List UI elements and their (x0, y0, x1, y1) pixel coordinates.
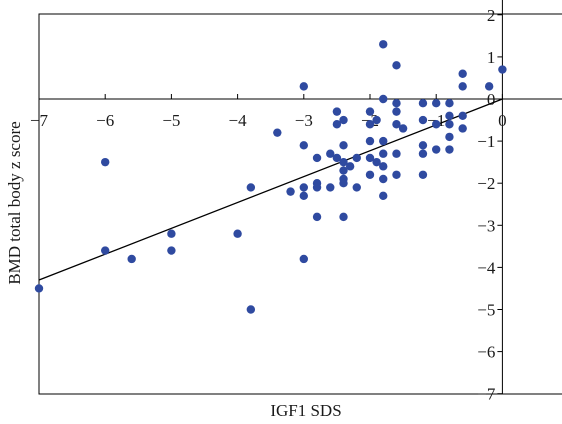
y-tick-label: −7 (477, 385, 496, 404)
data-point (392, 149, 401, 158)
x-axis-title: IGF1 SDS (270, 401, 341, 420)
y-tick-label: −1 (477, 132, 495, 151)
data-point (445, 145, 454, 154)
data-point (339, 141, 348, 150)
data-point (326, 149, 335, 158)
data-point (379, 149, 388, 158)
regression-line (38, 98, 503, 281)
data-point (432, 120, 441, 129)
data-point (127, 254, 136, 264)
data-point (432, 99, 441, 108)
x-tick-label: −7 (30, 111, 49, 130)
data-point (332, 120, 342, 129)
data-point (445, 99, 454, 108)
data-point (167, 229, 176, 238)
data-point (445, 111, 454, 121)
data-point (392, 170, 401, 179)
data-point (445, 132, 454, 142)
data-point (418, 141, 428, 150)
data-point (246, 305, 256, 314)
data-point (299, 254, 308, 264)
x-tick-label: −6 (96, 111, 114, 130)
y-tick-label: 2 (487, 6, 496, 25)
data-point (326, 183, 335, 192)
data-point (246, 183, 256, 192)
x-tick-label: −4 (229, 111, 248, 130)
data-point (458, 69, 467, 78)
data-point (332, 153, 342, 163)
data-point (345, 162, 355, 171)
data-point (339, 115, 348, 125)
data-point (286, 187, 295, 196)
data-point (365, 136, 375, 146)
data-point (312, 153, 322, 163)
data-point (458, 82, 467, 91)
data-point (498, 65, 507, 74)
data-point (332, 107, 342, 116)
y-axis-title: BMD total body z score (5, 121, 24, 284)
data-point (379, 191, 388, 201)
data-point (167, 246, 176, 255)
data-point (299, 183, 308, 192)
y-tick-label: −5 (477, 301, 495, 320)
y-tick-label: 1 (487, 48, 496, 67)
data-point (339, 179, 348, 188)
data-point (379, 162, 388, 171)
data-point (299, 141, 308, 150)
data-point (392, 107, 401, 116)
data-point (365, 153, 375, 163)
data-point (299, 82, 308, 91)
data-point (418, 99, 428, 108)
data-point (312, 183, 322, 192)
x-tick-label: 0 (498, 111, 507, 130)
data-point (458, 111, 467, 121)
data-point (101, 157, 110, 167)
y-tick-group: 2 1 0 −1 −2 −3 −4 −5 −6 −7 (477, 6, 503, 404)
data-points (34, 40, 507, 314)
data-point (233, 229, 242, 238)
y-tick-label: −6 (477, 343, 495, 362)
data-point (379, 40, 388, 49)
data-point (398, 124, 408, 133)
data-point (339, 166, 348, 175)
data-point (379, 94, 388, 104)
data-point (372, 157, 381, 167)
data-point (312, 212, 322, 222)
data-point (392, 61, 401, 70)
data-point (352, 183, 361, 192)
x-tick-label: −3 (295, 111, 313, 130)
data-point (339, 157, 348, 167)
data-point (101, 246, 110, 255)
data-point (379, 174, 388, 184)
data-point (484, 82, 494, 91)
data-point (445, 120, 454, 129)
data-point (379, 136, 388, 146)
data-point (372, 115, 381, 125)
data-point (339, 212, 348, 222)
plot-frame (38, 13, 562, 395)
data-point (458, 124, 467, 133)
data-point (418, 170, 428, 179)
y-tick-label: −2 (477, 174, 495, 193)
data-point (299, 191, 308, 201)
data-point (418, 149, 428, 158)
data-point (365, 170, 375, 179)
data-point (352, 153, 361, 163)
data-point (392, 99, 401, 108)
data-point (432, 145, 441, 154)
x-tick-label: −5 (162, 111, 180, 130)
data-point (392, 120, 401, 129)
data-point (365, 120, 375, 129)
y-tick-label: −3 (477, 216, 495, 235)
data-point (365, 107, 375, 116)
data-point (34, 284, 44, 293)
data-point (418, 115, 428, 125)
data-point (273, 128, 282, 137)
y-tick-label: 0 (487, 90, 496, 109)
y-tick-label: −4 (477, 258, 496, 277)
